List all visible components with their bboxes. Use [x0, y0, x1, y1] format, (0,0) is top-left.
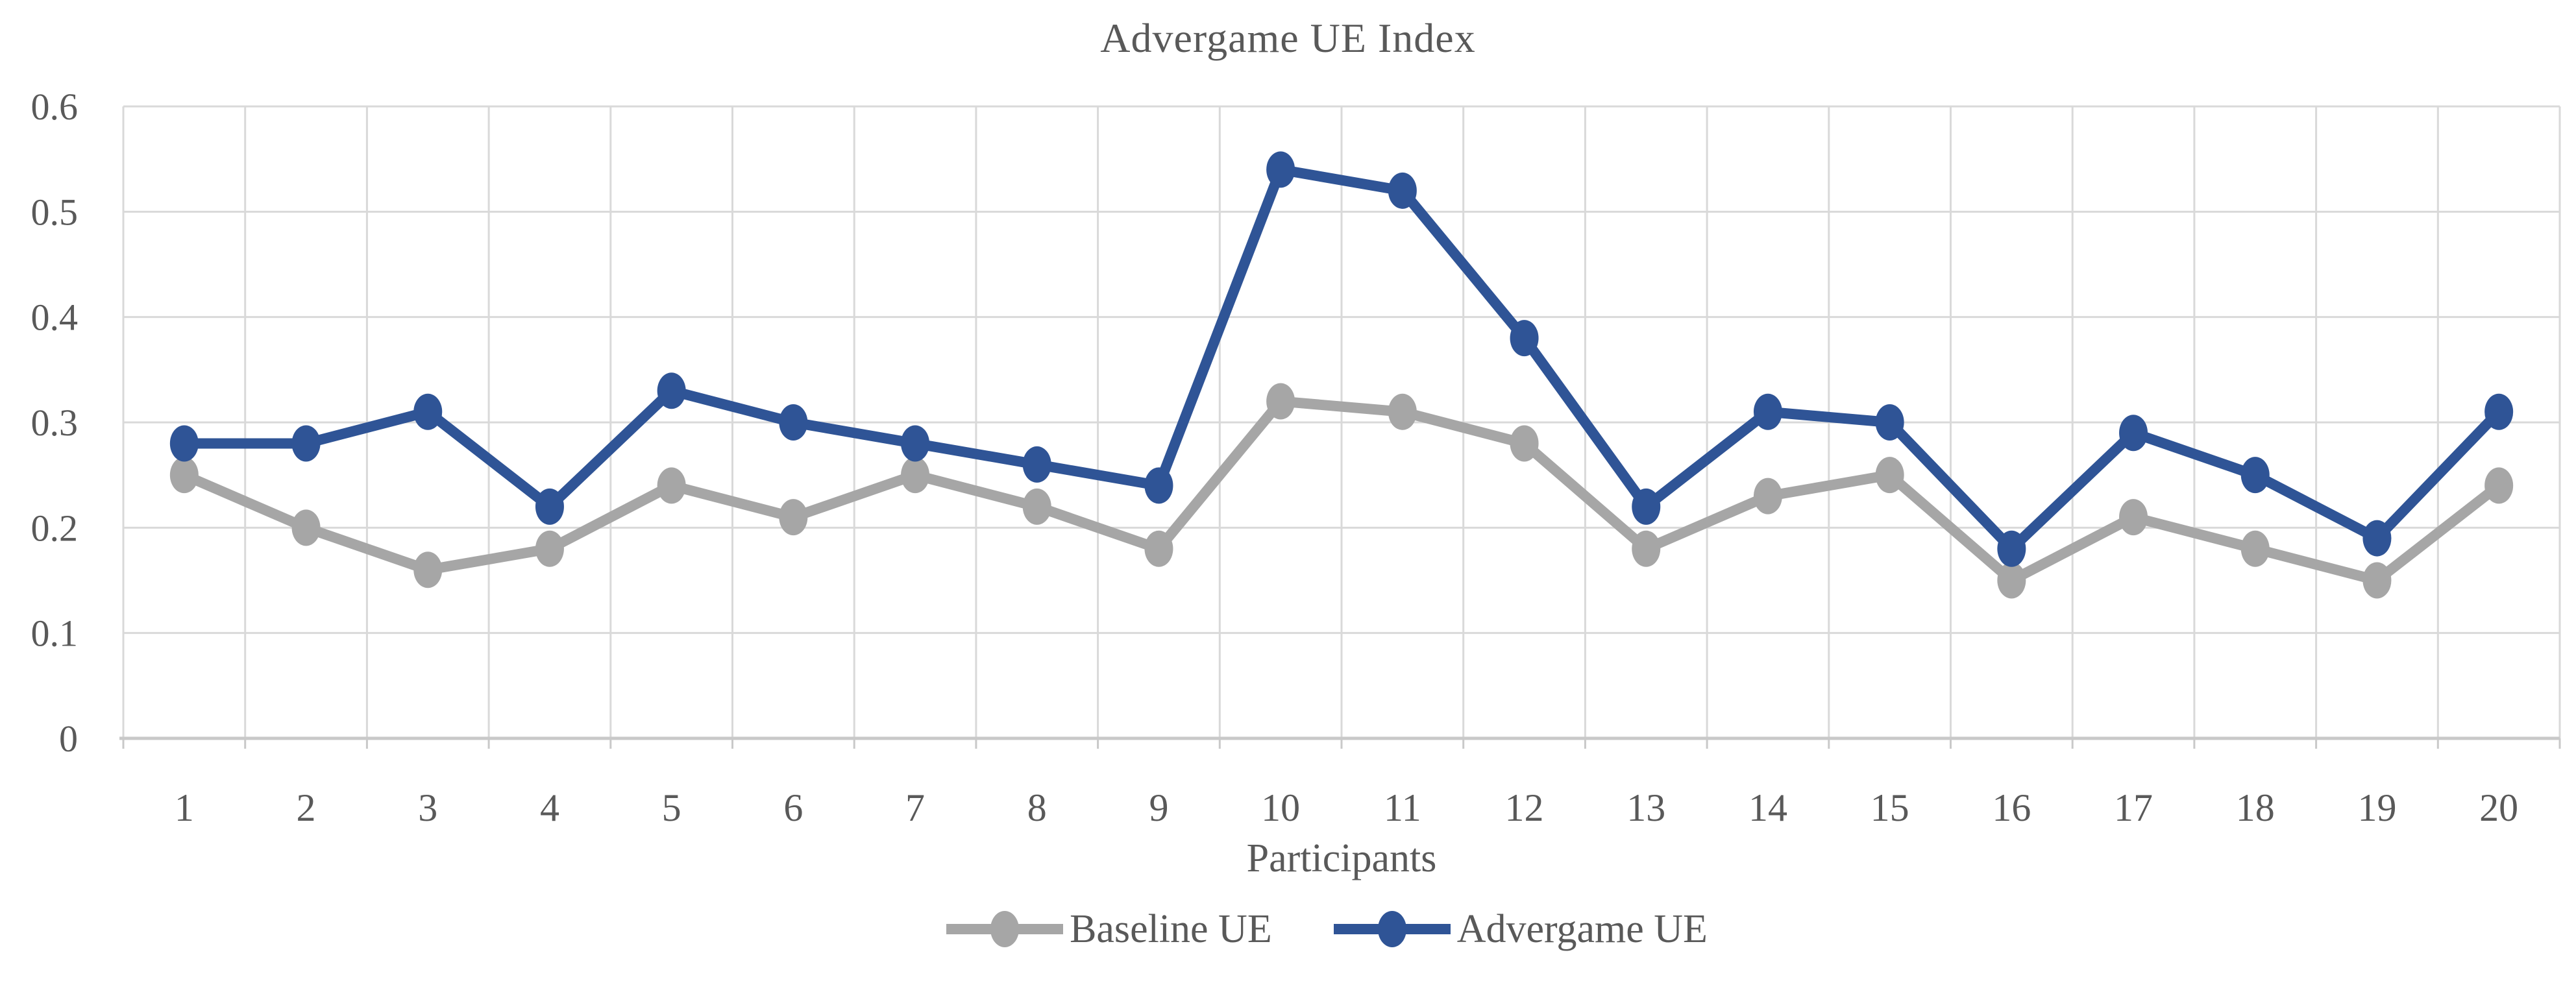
y-tick-label: 0.5: [31, 191, 79, 233]
data-point-marker: [1753, 478, 1782, 515]
data-point-marker: [535, 530, 564, 567]
x-tick-label: 19: [2357, 786, 2396, 829]
data-point-marker: [1388, 172, 1417, 209]
data-point-marker: [1388, 393, 1417, 430]
x-tick-label: 15: [1871, 786, 1909, 829]
baseline-ue-legend-marker-icon: [946, 911, 1064, 947]
x-tick-label: 7: [905, 786, 925, 829]
advergame-ue-legend-marker-icon: [1333, 911, 1451, 947]
y-tick-label: 0.4: [31, 297, 79, 339]
x-tick-label: 9: [1149, 786, 1168, 829]
y-tick-label: 0.1: [31, 612, 79, 655]
data-point-marker: [1510, 425, 1539, 462]
x-tick-label: 5: [662, 786, 681, 829]
x-axis-title: Participants: [1246, 836, 1437, 880]
data-point-marker: [779, 404, 808, 441]
x-tick-label: 11: [1384, 786, 1421, 829]
data-point-marker: [535, 488, 564, 525]
x-tick-label: 1: [175, 786, 194, 829]
data-point-marker: [1875, 457, 1904, 494]
data-point-marker: [1632, 488, 1661, 525]
x-tick-label: 6: [783, 786, 803, 829]
data-point-marker: [1997, 530, 2026, 567]
data-point-marker: [901, 425, 930, 462]
x-tick-label: 3: [418, 786, 437, 829]
x-tick-label: 10: [1261, 786, 1300, 829]
data-point-marker: [2484, 393, 2514, 430]
x-tick-label: 14: [1748, 786, 1787, 829]
data-point-marker: [2119, 415, 2148, 452]
data-point-marker: [1753, 393, 1782, 430]
series-line-advergame-ue: [178, 164, 2505, 554]
data-point-marker: [1997, 562, 2026, 599]
y-tick-label: 0.3: [31, 402, 79, 444]
x-tick-label: 16: [1992, 786, 2031, 829]
data-point-marker: [657, 467, 686, 504]
data-point-marker: [1266, 383, 1295, 420]
x-tick-label: 13: [1626, 786, 1665, 829]
legend-item-baseline-ue: Baseline UE: [946, 903, 1272, 955]
chart-title: Advergame UE Index: [1100, 15, 1476, 61]
x-tick-label: 18: [2236, 786, 2275, 829]
legend-label-advergame-ue: Advergame UE: [1456, 906, 1708, 951]
data-point-marker: [2119, 499, 2148, 536]
y-tick-label: 0.2: [31, 507, 79, 549]
data-point-marker: [1022, 446, 1051, 483]
series-line-baseline-ue: [178, 396, 2505, 586]
data-point-marker: [413, 393, 443, 430]
x-tick-label: 8: [1027, 786, 1047, 829]
data-point-marker: [2240, 530, 2270, 567]
legend-label-baseline-ue: Baseline UE: [1070, 906, 1272, 951]
data-point-marker: [2362, 562, 2392, 599]
data-point-marker: [291, 509, 321, 546]
data-point-marker: [779, 499, 808, 536]
y-tick-label: 0: [59, 718, 78, 760]
legend: Baseline UE Advergame UE: [0, 903, 2576, 955]
data-point-marker: [2362, 520, 2392, 557]
data-point-marker: [169, 425, 199, 462]
data-point-marker: [1632, 530, 1661, 567]
y-tick-label: 0.6: [31, 86, 79, 128]
x-tick-label: 2: [297, 786, 316, 829]
data-point-marker: [1266, 151, 1295, 188]
x-tick-label: 17: [2114, 786, 2153, 829]
x-tick-label: 12: [1505, 786, 1544, 829]
data-point-marker: [1510, 320, 1539, 357]
data-point-marker: [1022, 488, 1051, 525]
x-tick-label: 20: [2479, 786, 2518, 829]
x-tick-label: 4: [540, 786, 559, 829]
data-point-marker: [1144, 467, 1173, 504]
data-point-marker: [1144, 530, 1173, 567]
legend-item-advergame-ue: Advergame UE: [1333, 903, 1708, 955]
data-point-marker: [901, 457, 930, 494]
data-point-marker: [2240, 457, 2270, 494]
data-point-marker: [413, 551, 443, 588]
data-point-marker: [657, 372, 686, 409]
data-point-marker: [291, 425, 321, 462]
data-point-marker: [2484, 467, 2514, 504]
data-point-marker: [169, 457, 199, 494]
data-point-marker: [1875, 404, 1904, 441]
